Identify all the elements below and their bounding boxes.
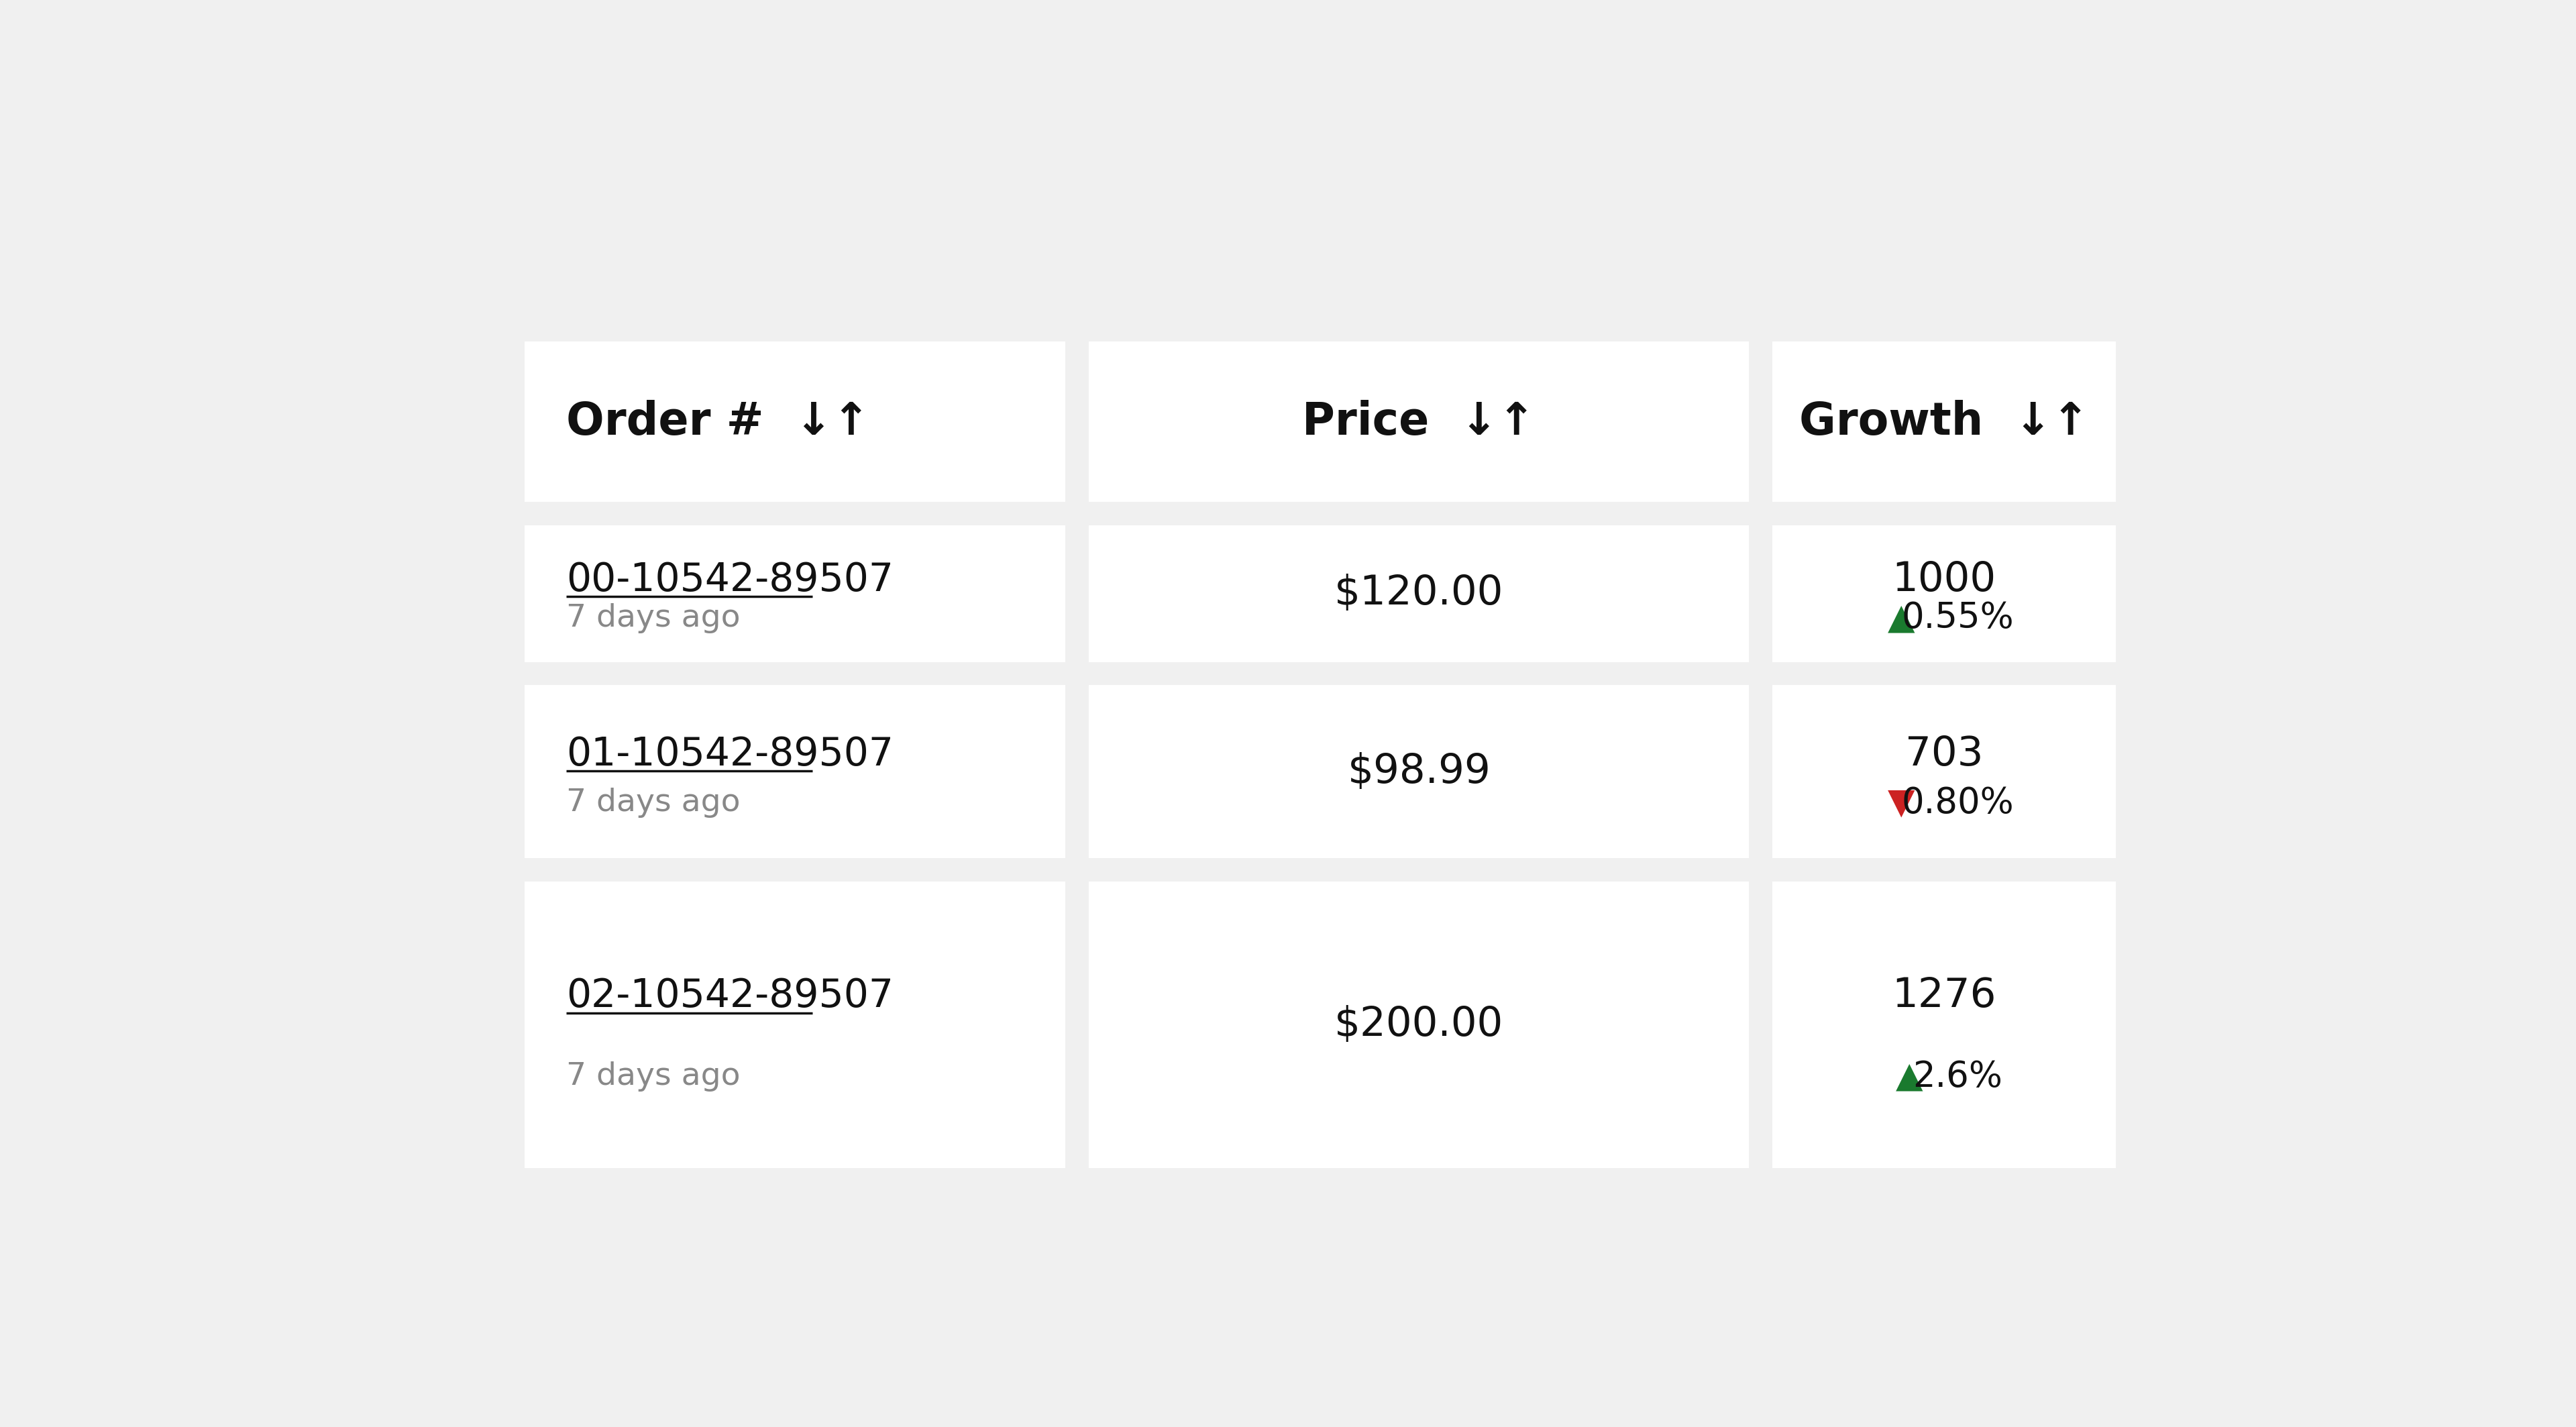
Text: 0.80%: 0.80%	[1901, 785, 2014, 821]
Bar	[526, 685, 1066, 858]
Text: Price  ↓↑: Price ↓↑	[1303, 400, 1535, 444]
Text: ▲: ▲	[1888, 601, 1914, 635]
Text: 1000: 1000	[1891, 559, 1996, 599]
Bar	[1772, 341, 2115, 502]
Text: 703: 703	[1906, 735, 1984, 775]
Text: $120.00: $120.00	[1334, 574, 1504, 614]
Bar	[1772, 685, 2115, 858]
Text: 7 days ago: 7 days ago	[567, 788, 739, 818]
Bar	[1090, 685, 1749, 858]
Text: ▼: ▼	[1888, 785, 1914, 821]
Text: 7 days ago: 7 days ago	[567, 604, 739, 634]
Bar	[526, 341, 1066, 502]
Text: 1276: 1276	[1891, 976, 1996, 1016]
Text: $200.00: $200.00	[1334, 1005, 1504, 1045]
Text: Growth  ↓↑: Growth ↓↑	[1798, 400, 2089, 444]
Bar	[1090, 341, 1749, 502]
Bar	[1772, 525, 2115, 662]
Text: 01-10542-89507: 01-10542-89507	[567, 735, 894, 773]
Text: $98.99: $98.99	[1347, 752, 1492, 792]
Bar	[526, 882, 1066, 1169]
Text: 2.6%: 2.6%	[1911, 1059, 2002, 1095]
Text: ▲: ▲	[1896, 1059, 1922, 1095]
Bar	[1772, 882, 2115, 1169]
Text: 7 days ago: 7 days ago	[567, 1062, 739, 1092]
Text: 00-10542-89507: 00-10542-89507	[567, 561, 894, 599]
Text: 0.55%: 0.55%	[1901, 601, 2014, 635]
Bar	[1090, 882, 1749, 1169]
Bar	[526, 525, 1066, 662]
Bar	[1090, 525, 1749, 662]
Text: Order #  ↓↑: Order # ↓↑	[567, 400, 871, 444]
Text: 02-10542-89507: 02-10542-89507	[567, 977, 894, 1016]
